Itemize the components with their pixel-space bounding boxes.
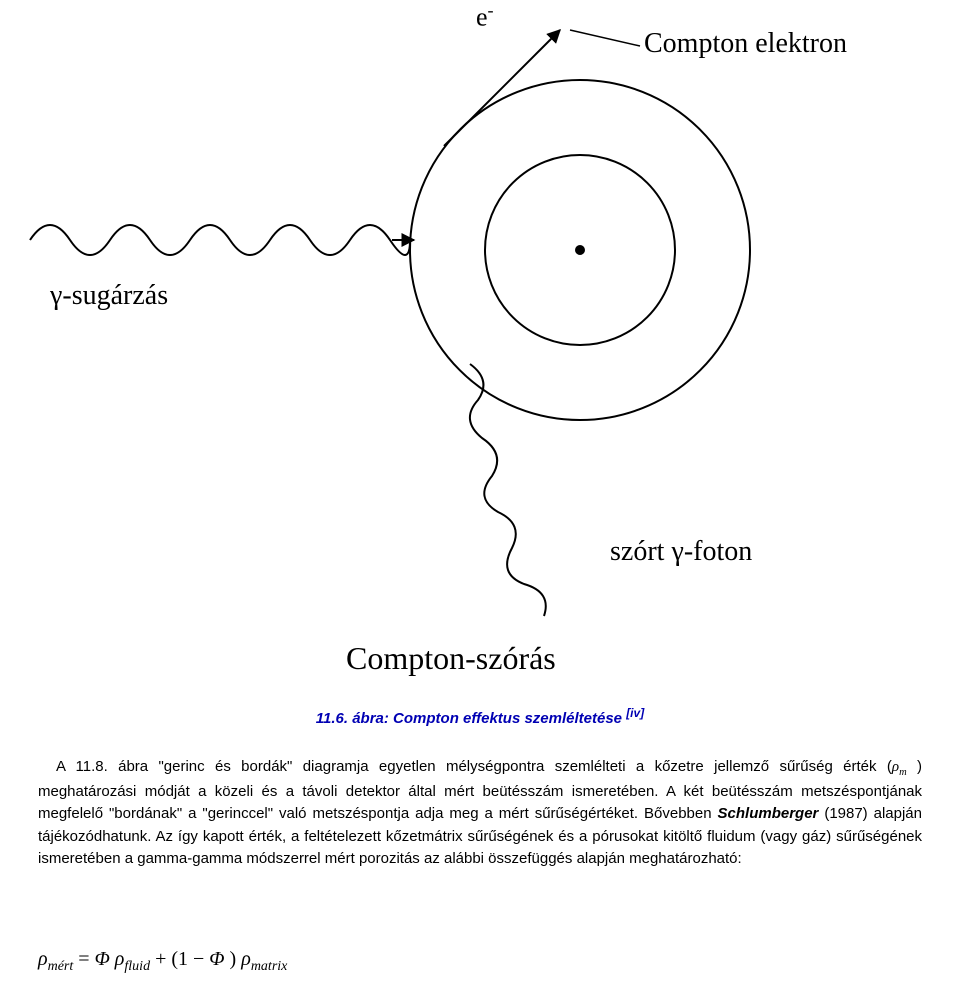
caption-text: 11.6. ábra: Compton effektus szemlélteté… — [316, 710, 626, 727]
p-q1: "gerinc és bordák" — [158, 758, 292, 775]
gamma-source-greek: γ — [50, 280, 62, 311]
porosity-formula: ρmért = Φ ρfluid + (1 − Φ ) ρmatrix — [38, 948, 287, 975]
p-l3: a — [182, 805, 202, 822]
scattered-rest: -foton — [684, 536, 752, 567]
scattered-pre: szórt — [610, 536, 671, 567]
f-rho3: ρ — [241, 948, 251, 970]
p-l1: diagramja egyetlen mélységpontra szemlél… — [292, 758, 891, 775]
f-sub-fluid: fluid — [124, 959, 150, 974]
electron-symbol: e- — [476, 0, 494, 33]
electron-symbol-minus: - — [488, 0, 494, 20]
p-schlumberger: Schlumberger — [718, 805, 819, 822]
gamma-source-label: γ-sugárzás — [50, 280, 168, 312]
page-root: e- Compton elektron γ-sugárzás szórt γ-f… — [0, 0, 960, 991]
scattered-greek: γ — [671, 536, 683, 567]
p-q2: "bordának" — [109, 805, 182, 822]
f-eq: = — [78, 948, 94, 970]
gamma-source-rest: -sugárzás — [62, 280, 168, 311]
p-lead: A 11.8. ábra — [56, 758, 158, 775]
f-phi2: Φ — [209, 948, 224, 970]
electron-symbol-e: e — [476, 3, 488, 32]
p-rho: ρ — [892, 759, 899, 775]
p-q3: "gerinccel" — [202, 805, 273, 822]
f-phi1: Φ — [95, 948, 110, 970]
body-paragraph: A 11.8. ábra "gerinc és bordák" diagramj… — [38, 756, 922, 873]
p-l2-start — [907, 758, 917, 775]
f-plus: + (1 − — [155, 948, 209, 970]
compton-label-leader — [570, 30, 640, 46]
f-rho2: ρ — [115, 948, 125, 970]
f-close: ) — [230, 948, 242, 970]
scattered-photon-label: szórt γ-foton — [610, 536, 752, 568]
gamma-incoming-wave — [30, 225, 410, 255]
p-rho-sub: m — [899, 767, 907, 778]
f-sub-mert: mért — [48, 959, 74, 974]
figure-caption: 11.6. ábra: Compton effektus szemlélteté… — [0, 706, 960, 727]
p-l4: való metszéspontja adja meg a mért sűrűs… — [273, 805, 717, 822]
caption-ref: [iv] — [626, 706, 644, 720]
f-rho1: ρ — [38, 948, 48, 970]
diagram-title: Compton-szórás — [346, 640, 556, 677]
electron-trajectory — [444, 30, 560, 146]
scattered-photon-wave — [470, 364, 546, 616]
f-sub-matrix: matrix — [251, 959, 288, 974]
compton-electron-label: Compton elektron — [644, 28, 847, 60]
nucleus-dot — [575, 245, 585, 255]
